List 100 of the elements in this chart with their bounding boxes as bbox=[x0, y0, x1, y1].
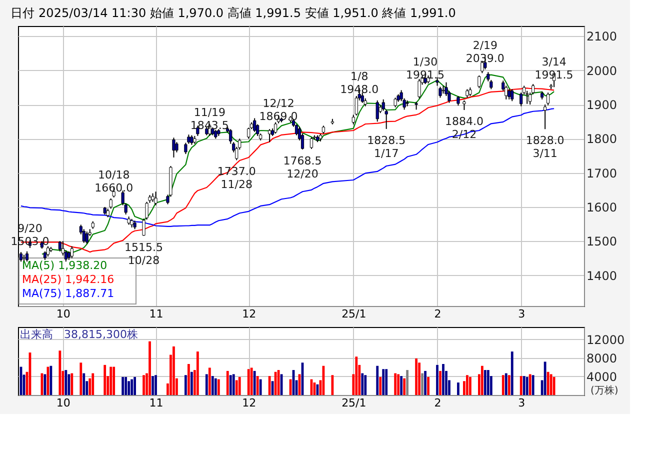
y-tick-label: 1800 bbox=[586, 132, 618, 146]
bar bbox=[510, 352, 514, 395]
bar bbox=[130, 379, 133, 395]
bar bbox=[436, 364, 438, 395]
text: MA(25) 1,942.16 bbox=[22, 273, 114, 286]
bar bbox=[124, 376, 128, 395]
candlestick bbox=[486, 72, 490, 82]
annotation: 11/19 1843.5 bbox=[190, 106, 229, 132]
chart-title: 日付 2025/03/14 11:30 始値 1,970.0 高値 1,991.5 安値 1,951.0 終値 1,991.0 bbox=[10, 6, 456, 20]
x-tick-label: 3 bbox=[518, 308, 526, 320]
y-tick-label: 1600 bbox=[586, 200, 618, 214]
candlestick bbox=[490, 79, 493, 90]
bar bbox=[331, 375, 334, 395]
candlestick bbox=[274, 122, 278, 134]
candlestick bbox=[253, 118, 256, 132]
annotation: 1828.5 1/17 bbox=[367, 134, 406, 160]
bar bbox=[546, 372, 550, 395]
bar bbox=[484, 370, 486, 395]
y-tick-label: 2000 bbox=[586, 64, 618, 78]
bar bbox=[486, 370, 490, 395]
candlestick bbox=[310, 136, 314, 150]
candlestick bbox=[510, 88, 514, 102]
bar bbox=[122, 376, 124, 395]
bar bbox=[214, 378, 217, 395]
bar bbox=[46, 366, 50, 395]
y-tick-label: 1900 bbox=[586, 98, 618, 112]
bar bbox=[522, 376, 526, 395]
bar bbox=[376, 366, 379, 395]
x-tick-label: 10 bbox=[56, 308, 70, 320]
candlestick bbox=[456, 96, 460, 106]
chart-title: 出来高 38,815,300株 bbox=[20, 328, 138, 341]
y-tick-label: 1500 bbox=[586, 234, 618, 249]
bar bbox=[379, 376, 382, 395]
annotation: 1828.0 3/11 bbox=[526, 134, 564, 160]
candlestick bbox=[418, 78, 421, 99]
bar bbox=[552, 376, 556, 395]
bar bbox=[418, 362, 420, 395]
x-tick-label: 11 bbox=[149, 396, 164, 410]
candlestick bbox=[175, 142, 178, 153]
series-label: MA(5) 1,938.20 bbox=[22, 259, 108, 272]
candlestick bbox=[82, 228, 86, 244]
bar bbox=[520, 376, 522, 395]
x-tick-label: 11 bbox=[149, 308, 164, 320]
bar bbox=[361, 373, 364, 395]
candlestick bbox=[85, 231, 88, 244]
bar bbox=[382, 369, 385, 395]
bar bbox=[58, 350, 62, 395]
bar bbox=[403, 378, 406, 395]
x-tick-label: 25/1 bbox=[342, 308, 366, 320]
bar bbox=[397, 374, 400, 395]
candlestick bbox=[145, 201, 148, 220]
y-tick-label: 8000 bbox=[586, 351, 618, 366]
candlestick bbox=[142, 218, 146, 236]
candlestick bbox=[25, 250, 29, 262]
candlestick bbox=[268, 128, 272, 143]
bar bbox=[188, 364, 190, 395]
bar bbox=[442, 364, 444, 395]
bar bbox=[250, 368, 253, 395]
bar bbox=[232, 374, 235, 395]
candlestick bbox=[109, 198, 112, 210]
annotation: 1/30 1991.5 bbox=[406, 55, 445, 82]
bar bbox=[400, 376, 403, 395]
y-axis-title: (万株) bbox=[590, 384, 618, 396]
x-tick-label: 2 bbox=[434, 396, 442, 410]
bar bbox=[226, 370, 229, 395]
bar bbox=[550, 374, 552, 395]
candlestick bbox=[360, 92, 364, 104]
candlestick bbox=[154, 191, 158, 206]
bar bbox=[259, 379, 262, 395]
bar bbox=[196, 352, 199, 395]
bar bbox=[247, 369, 250, 395]
bar bbox=[268, 376, 271, 395]
x-tick-label: 3 bbox=[518, 396, 526, 410]
x-tick-label: 25/1 bbox=[342, 396, 366, 410]
candlestick bbox=[376, 100, 379, 122]
bar bbox=[110, 366, 112, 395]
bar bbox=[92, 373, 94, 395]
y-tick-label: 2100 bbox=[586, 30, 618, 44]
candlestick bbox=[438, 86, 442, 98]
bar bbox=[439, 370, 442, 395]
bar bbox=[235, 380, 238, 395]
text: MA(75) 1,887.71 bbox=[22, 287, 114, 300]
annotation: 1515.5 10/28 bbox=[124, 240, 164, 267]
bar bbox=[68, 374, 70, 395]
bar bbox=[424, 370, 426, 395]
y-tick-label: 1700 bbox=[586, 166, 618, 180]
bar bbox=[385, 369, 388, 395]
bar bbox=[172, 346, 175, 395]
bar bbox=[469, 376, 472, 395]
x-tick-label: 2 bbox=[434, 308, 442, 320]
bar bbox=[532, 375, 534, 395]
annotation: 10/18 1660.0 bbox=[94, 168, 134, 194]
bar bbox=[427, 376, 430, 395]
annotation: 1/8 1948.0 bbox=[340, 70, 379, 96]
bar bbox=[502, 375, 504, 395]
bar bbox=[128, 381, 130, 395]
candlestick bbox=[172, 137, 176, 158]
bar bbox=[148, 341, 151, 395]
bar bbox=[457, 382, 460, 395]
bar bbox=[112, 366, 116, 395]
